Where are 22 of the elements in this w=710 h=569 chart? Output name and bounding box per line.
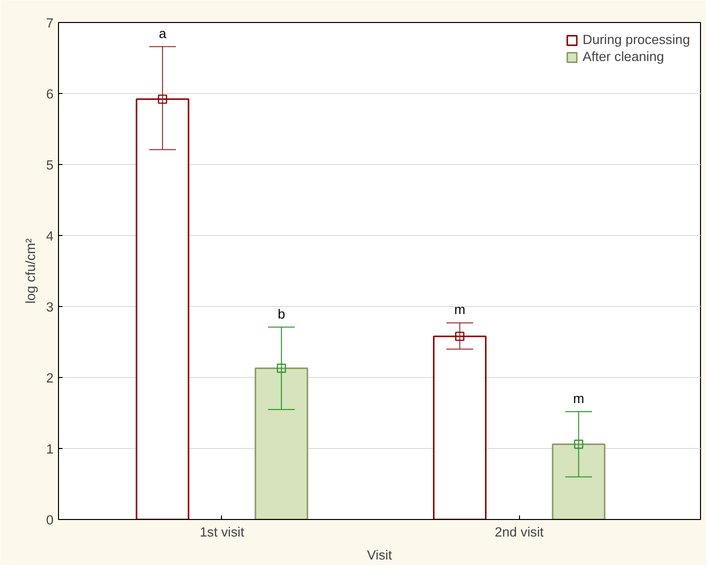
x-tick-label: 1st visit (200, 524, 244, 540)
y-tick-label: 3 (46, 300, 54, 314)
bar (552, 443, 606, 520)
y-tick-label: 1 (46, 442, 54, 456)
annotation: m (573, 390, 584, 406)
legend-label: After cleaning (582, 49, 664, 64)
y-axis-title: log cfu/cm² (23, 238, 38, 304)
y-tick-label: 7 (46, 16, 54, 30)
bar (254, 368, 308, 520)
x-axis-title: Visit (367, 548, 392, 562)
bar (432, 336, 487, 520)
bar (136, 98, 190, 520)
annotation: b (278, 306, 286, 322)
legend-label: During processing (582, 32, 690, 47)
y-tick-label: 2 (46, 370, 54, 386)
annotation: m (454, 302, 466, 318)
y-tick-label: 0 (46, 512, 54, 528)
y-tick-label: 5 (46, 158, 54, 172)
x-tick-label: 2nd visit (494, 524, 544, 540)
y-tick-label: 6 (46, 86, 54, 102)
annotation: a (158, 26, 167, 41)
y-tick-label: 4 (46, 228, 54, 244)
